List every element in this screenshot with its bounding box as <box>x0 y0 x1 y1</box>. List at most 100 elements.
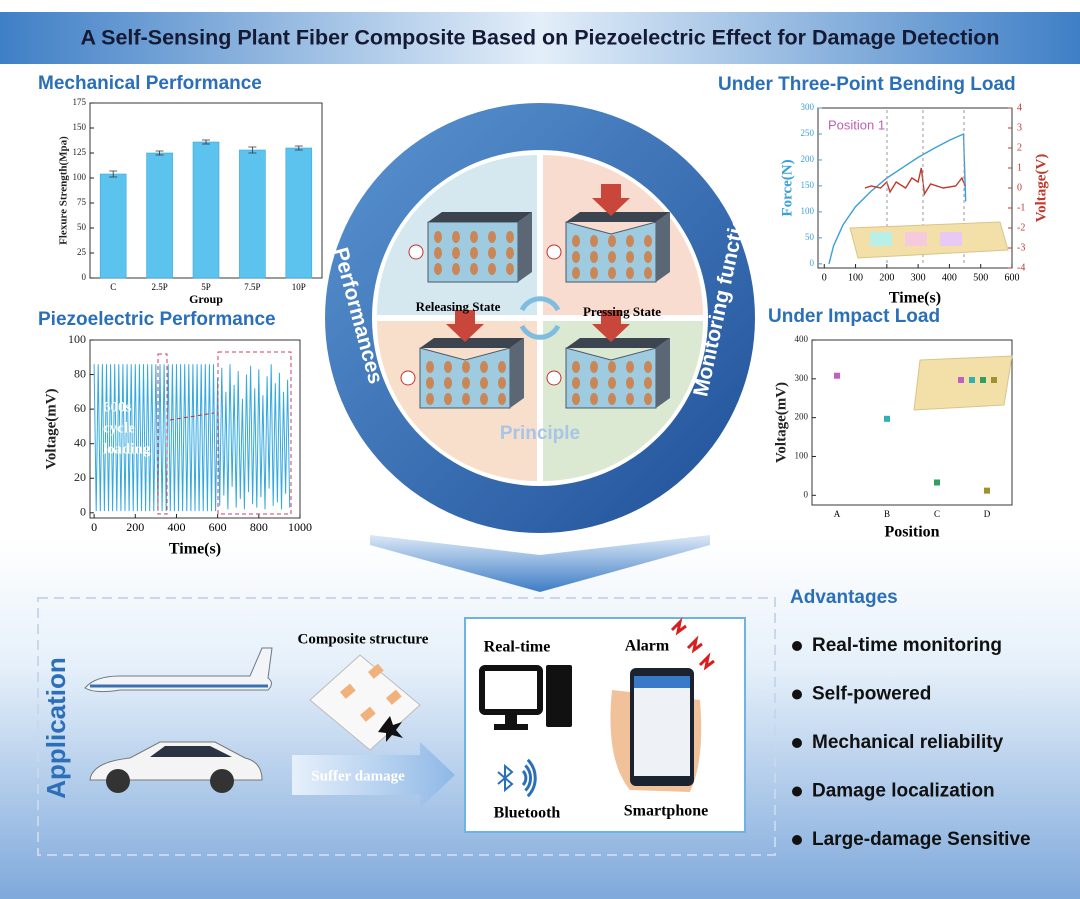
fiber <box>644 235 652 247</box>
fiber <box>626 235 634 247</box>
airplane <box>84 647 273 693</box>
sensor-patch <box>386 689 402 705</box>
fiber <box>488 231 496 243</box>
sensor-patch <box>958 377 964 383</box>
zoom-arrow <box>169 412 215 421</box>
x-tick-label: 200 <box>126 520 144 534</box>
highlight-box <box>217 351 292 515</box>
annotation: 600s <box>103 399 132 415</box>
fiber <box>608 361 616 373</box>
fiber <box>452 247 460 259</box>
x-tick-label: D <box>984 509 991 519</box>
voltmeter <box>408 244 424 260</box>
y-tick-label: 100 <box>73 172 87 182</box>
fiber <box>462 377 470 389</box>
x-tick-label: C <box>110 282 116 292</box>
fiber <box>462 361 470 373</box>
fiber <box>444 377 452 389</box>
y-tick-label: 150 <box>73 122 87 132</box>
bluetooth-icon <box>497 763 514 793</box>
plot-frame <box>811 339 1013 506</box>
x-tick-label: 5P <box>201 282 211 292</box>
fiber <box>590 393 598 405</box>
phone-screen <box>634 676 690 776</box>
fiber <box>608 235 616 247</box>
x-tick-label: 100 <box>848 272 863 283</box>
tower-icon <box>546 665 572 727</box>
scatter-point <box>934 479 940 486</box>
fiber <box>462 393 470 405</box>
panel-label: Real-time <box>484 639 551 656</box>
fiber <box>572 251 580 263</box>
y2-tick-label: 4 <box>1017 102 1022 113</box>
annotation: loading <box>103 441 151 457</box>
y-tick-label: 175 <box>73 97 87 107</box>
y-tick-label: 0 <box>82 272 87 282</box>
bullet <box>792 835 802 845</box>
y-tick-label: 0 <box>80 505 86 519</box>
advantage-item: Large-damage Sensitive <box>812 829 1031 850</box>
bullet <box>792 738 802 748</box>
block-side <box>510 338 524 408</box>
y-tick-label: 200 <box>801 154 815 164</box>
y-tick-label: 300 <box>801 102 815 112</box>
line-series <box>828 132 967 264</box>
x-axis-label: Position <box>884 524 939 541</box>
x-tick-label: C <box>934 509 940 519</box>
bar <box>146 152 173 279</box>
application-box <box>37 597 776 856</box>
fiber <box>590 235 598 247</box>
y2-tick-label: -1 <box>1017 202 1025 213</box>
signal-wave <box>524 764 533 792</box>
bullet <box>792 689 802 700</box>
y-axis-label: Flexure Strength(Mpa) <box>58 136 70 245</box>
phone-header <box>634 676 690 688</box>
fiber <box>626 361 634 373</box>
fiber <box>626 267 634 279</box>
fiber <box>572 377 580 389</box>
fiber <box>608 377 616 389</box>
fiber <box>498 377 506 389</box>
block-top <box>566 338 670 348</box>
y-tick-label: 25 <box>77 247 87 257</box>
fiber <box>608 393 616 405</box>
y-tick-label: 75 <box>77 197 87 207</box>
y-tick-label: 200 <box>795 412 809 422</box>
fiber <box>608 267 616 279</box>
state-label: Pressing State <box>583 304 661 319</box>
fiber <box>626 251 634 263</box>
fiber <box>590 251 598 263</box>
page-title: A Self-Sensing Plant Fiber Composite Bas… <box>80 26 999 50</box>
sensor-patch <box>340 683 356 699</box>
y-tick-label: 100 <box>795 451 809 461</box>
x-tick-label: 400 <box>167 520 185 534</box>
advantage-item: Damage localization <box>812 781 995 802</box>
signal-wave <box>521 769 528 787</box>
fiber <box>644 267 652 279</box>
y-tick-label: 50 <box>77 222 87 232</box>
alarm-bolt <box>670 617 687 636</box>
error-bar <box>109 170 118 178</box>
bar <box>239 149 266 279</box>
voltmeter <box>546 244 562 260</box>
car-window <box>150 746 232 757</box>
fiber <box>590 267 598 279</box>
fiber <box>480 377 488 389</box>
y2-tick-label: 0 <box>1017 182 1022 193</box>
wheel <box>210 769 234 793</box>
fiber <box>572 361 580 373</box>
y-tick-label: 400 <box>795 334 809 344</box>
fiber <box>452 263 460 275</box>
x-tick-label: 200 <box>879 272 894 283</box>
error-bar <box>294 145 303 151</box>
signal-wave <box>526 758 537 798</box>
bar <box>285 147 313 279</box>
title-bar <box>0 12 1080 64</box>
plot-frame <box>89 339 301 519</box>
damage-mark <box>378 716 403 742</box>
fiber <box>572 235 580 247</box>
state-label: Releasing State <box>416 299 501 314</box>
scatter-point <box>984 487 990 494</box>
fiber <box>590 361 598 373</box>
wheel <box>106 769 130 793</box>
